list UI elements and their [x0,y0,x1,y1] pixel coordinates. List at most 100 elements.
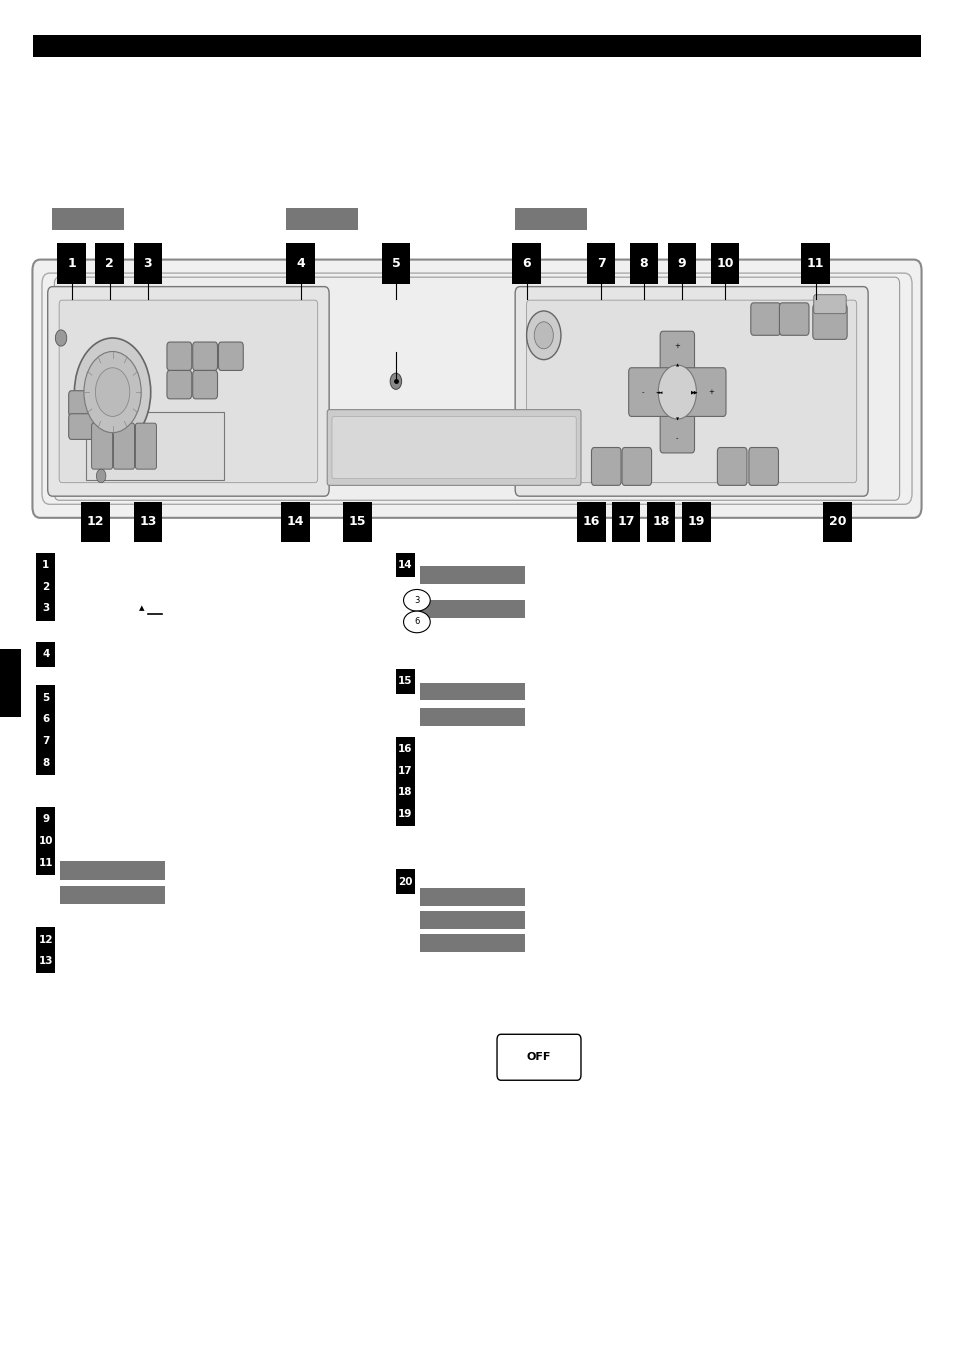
FancyBboxPatch shape [69,414,93,439]
Text: 2: 2 [105,257,114,270]
FancyBboxPatch shape [135,423,156,469]
FancyBboxPatch shape [750,303,780,335]
FancyBboxPatch shape [36,553,55,577]
FancyBboxPatch shape [36,949,55,973]
FancyBboxPatch shape [419,888,524,906]
Text: 12: 12 [38,934,53,945]
Text: 14: 14 [287,515,304,529]
FancyBboxPatch shape [36,596,55,621]
FancyBboxPatch shape [81,502,110,542]
Text: 19: 19 [397,808,413,819]
Text: 16: 16 [397,744,413,754]
Circle shape [658,365,696,419]
FancyBboxPatch shape [621,448,651,485]
Text: 4: 4 [42,649,50,660]
FancyBboxPatch shape [52,208,124,230]
FancyBboxPatch shape [395,758,415,783]
FancyBboxPatch shape [60,886,165,904]
FancyBboxPatch shape [69,391,93,416]
FancyBboxPatch shape [748,448,778,485]
FancyBboxPatch shape [813,295,845,314]
FancyBboxPatch shape [419,911,524,929]
FancyBboxPatch shape [33,35,920,57]
FancyBboxPatch shape [54,277,899,500]
FancyBboxPatch shape [526,300,856,483]
FancyBboxPatch shape [710,243,739,284]
Text: 20: 20 [397,876,413,887]
FancyBboxPatch shape [36,707,55,731]
Text: -: - [641,389,643,395]
Text: 15: 15 [349,515,366,529]
FancyBboxPatch shape [628,368,725,416]
FancyBboxPatch shape [48,287,329,496]
FancyBboxPatch shape [218,342,243,370]
Text: 3: 3 [42,603,50,614]
Text: 12: 12 [87,515,104,529]
FancyBboxPatch shape [512,243,540,284]
Text: ▼: ▼ [675,418,679,420]
Text: 3: 3 [143,257,152,270]
FancyBboxPatch shape [419,708,524,726]
Text: 1: 1 [42,560,50,571]
FancyBboxPatch shape [193,370,217,399]
FancyBboxPatch shape [419,934,524,952]
Circle shape [96,469,106,483]
Text: 6: 6 [42,714,50,725]
FancyBboxPatch shape [629,243,658,284]
FancyBboxPatch shape [515,287,867,496]
FancyBboxPatch shape [36,729,55,753]
FancyBboxPatch shape [32,260,921,518]
FancyBboxPatch shape [167,342,192,370]
FancyBboxPatch shape [86,412,224,480]
Text: OFF: OFF [526,1052,551,1063]
Text: 10: 10 [716,257,733,270]
FancyBboxPatch shape [497,1034,580,1080]
FancyBboxPatch shape [577,502,605,542]
Circle shape [526,311,560,360]
Text: +: + [674,343,679,349]
Text: 1: 1 [67,257,76,270]
FancyBboxPatch shape [193,342,217,370]
FancyBboxPatch shape [395,869,415,894]
Circle shape [534,322,553,349]
Text: 8: 8 [42,757,50,768]
FancyBboxPatch shape [381,243,410,284]
Circle shape [390,373,401,389]
Text: ▶▶: ▶▶ [690,389,698,395]
Text: 13: 13 [38,956,53,967]
Text: 8: 8 [639,257,648,270]
FancyBboxPatch shape [113,423,134,469]
Circle shape [84,352,141,433]
FancyBboxPatch shape [36,575,55,599]
FancyBboxPatch shape [36,685,55,710]
FancyBboxPatch shape [681,502,710,542]
Text: 3: 3 [414,596,419,604]
Text: 14: 14 [397,560,413,571]
Text: 15: 15 [397,676,413,687]
Text: 2: 2 [42,581,50,592]
Text: 18: 18 [652,515,669,529]
Circle shape [74,338,151,446]
FancyBboxPatch shape [395,802,415,826]
FancyBboxPatch shape [327,410,580,485]
FancyBboxPatch shape [286,243,314,284]
FancyBboxPatch shape [586,243,615,284]
Ellipse shape [403,611,430,633]
FancyBboxPatch shape [659,331,694,453]
FancyBboxPatch shape [419,600,524,618]
Text: 5: 5 [42,692,50,703]
Text: 13: 13 [139,515,156,529]
FancyBboxPatch shape [779,303,808,335]
FancyBboxPatch shape [419,566,524,584]
FancyBboxPatch shape [281,502,310,542]
FancyBboxPatch shape [42,273,911,504]
FancyBboxPatch shape [395,737,415,761]
Text: 9: 9 [677,257,686,270]
Text: 6: 6 [521,257,531,270]
Text: ▲: ▲ [675,364,679,366]
FancyBboxPatch shape [36,850,55,875]
Text: 7: 7 [596,257,605,270]
Text: ◄◄: ◄◄ [656,389,663,395]
FancyBboxPatch shape [419,683,524,700]
FancyBboxPatch shape [801,243,829,284]
